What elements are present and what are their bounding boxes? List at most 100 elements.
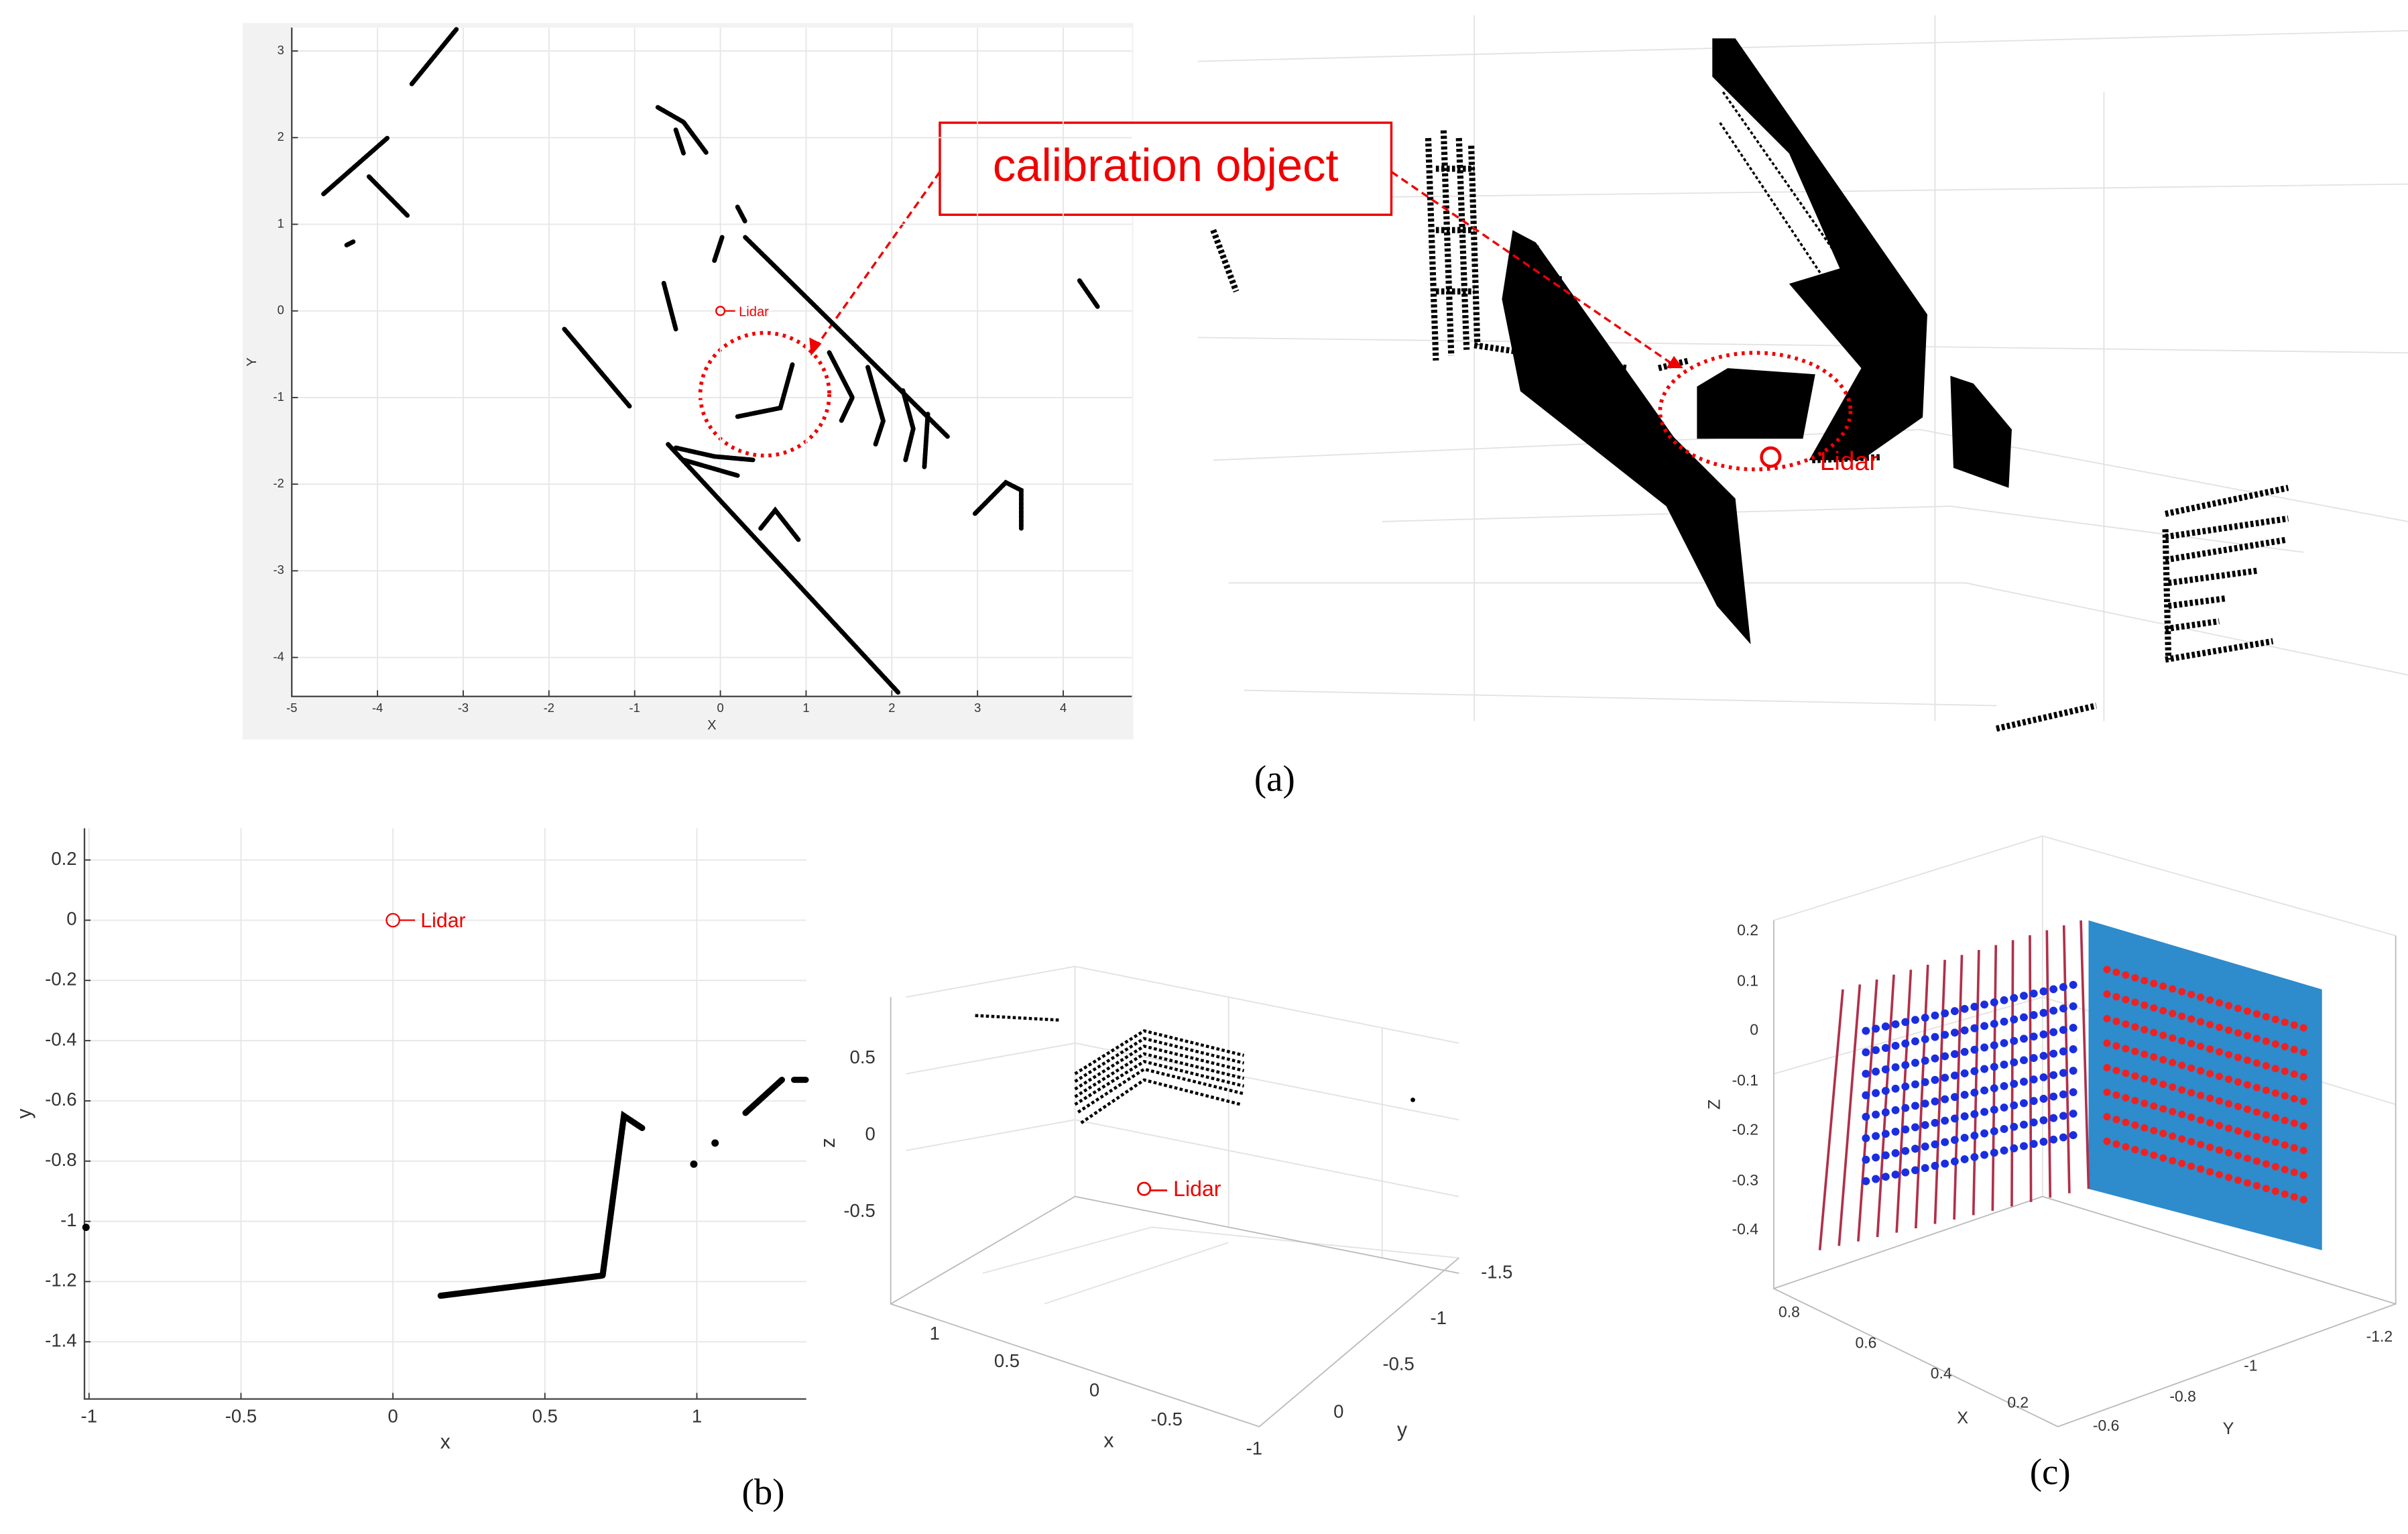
point bbox=[1950, 1157, 1959, 1166]
lidar-marker bbox=[1760, 446, 1782, 468]
point bbox=[2020, 1099, 2028, 1108]
point bbox=[1862, 1177, 1870, 1185]
point bbox=[2029, 1011, 2038, 1019]
point bbox=[2010, 994, 2019, 1002]
point bbox=[2243, 1056, 2251, 1064]
point bbox=[2069, 1045, 2078, 1053]
point bbox=[2252, 1035, 2261, 1043]
point bbox=[2178, 1037, 2186, 1045]
point bbox=[1960, 1155, 1969, 1164]
point bbox=[2049, 1049, 2058, 1058]
point bbox=[2000, 1103, 2008, 1112]
point-cloud-segment bbox=[366, 174, 410, 219]
x-tick-label: 0.4 bbox=[1931, 1364, 1952, 1382]
point bbox=[1970, 1110, 1979, 1118]
point bbox=[2234, 1053, 2242, 1061]
point bbox=[2281, 1092, 2289, 1100]
point-cloud-segment bbox=[673, 445, 756, 463]
point bbox=[2020, 1142, 2028, 1150]
point bbox=[1911, 1166, 1919, 1175]
point bbox=[2069, 1002, 2078, 1010]
point bbox=[2252, 1182, 2261, 1190]
y-tick-label: -1 bbox=[2244, 1357, 2257, 1374]
point bbox=[2216, 1097, 2224, 1105]
point bbox=[2299, 1171, 2307, 1179]
point bbox=[2299, 1049, 2307, 1057]
y-tick-label: -0.2 bbox=[45, 969, 76, 990]
point bbox=[2159, 1080, 2167, 1088]
lidar-label: Lidar bbox=[1820, 447, 1878, 476]
point bbox=[2262, 1111, 2270, 1119]
point bbox=[2243, 1106, 2251, 1114]
point bbox=[2187, 1163, 2195, 1171]
point bbox=[1921, 1100, 1929, 1108]
y-tick-label: -1.2 bbox=[45, 1270, 76, 1291]
y-tick-label: 0.2 bbox=[51, 848, 76, 869]
point bbox=[1941, 1095, 1949, 1104]
y-tick-label: -0.8 bbox=[45, 1149, 76, 1170]
y-axis-label: Y bbox=[2223, 1419, 2234, 1438]
point bbox=[2020, 1056, 2028, 1065]
point bbox=[2103, 965, 2111, 973]
point bbox=[2000, 1125, 2008, 1133]
point-cloud-segment bbox=[900, 388, 916, 463]
point bbox=[1970, 1045, 1979, 1054]
z-axis-label: Z bbox=[1705, 1100, 1724, 1110]
point bbox=[2262, 1160, 2270, 1168]
point bbox=[2178, 1086, 2186, 1094]
point bbox=[2039, 1094, 2048, 1103]
point bbox=[2029, 1075, 2038, 1084]
point bbox=[1881, 1173, 1890, 1181]
point-cloud-segment bbox=[742, 1076, 785, 1116]
point bbox=[2169, 1034, 2177, 1042]
point bbox=[2029, 1140, 2038, 1148]
point-cloud-segment bbox=[827, 350, 855, 424]
point bbox=[2131, 1121, 2139, 1129]
point bbox=[1990, 1063, 1998, 1071]
point bbox=[2049, 1028, 2058, 1037]
point bbox=[2281, 1190, 2289, 1198]
point bbox=[1872, 1110, 1880, 1119]
point bbox=[690, 1160, 698, 1168]
y-tick-label: -3 bbox=[274, 563, 284, 577]
point-cloud-segment bbox=[673, 127, 686, 156]
point bbox=[2049, 1006, 2058, 1015]
point bbox=[1960, 1047, 1969, 1056]
point bbox=[711, 1139, 719, 1147]
x-tick-label: 3 bbox=[974, 701, 981, 715]
point bbox=[1941, 1052, 1949, 1061]
point bbox=[2010, 1101, 2019, 1110]
point bbox=[1921, 1057, 1929, 1065]
point bbox=[2122, 1045, 2130, 1053]
point bbox=[2197, 1018, 2205, 1026]
point bbox=[2187, 1064, 2195, 1072]
y-tick-label: -0.8 bbox=[2169, 1387, 2195, 1405]
point bbox=[1990, 1106, 1998, 1114]
x-tick-label: 1 bbox=[930, 1323, 940, 1344]
point bbox=[1950, 1136, 1959, 1144]
point bbox=[2290, 1119, 2298, 1127]
point bbox=[1921, 1142, 1929, 1151]
point bbox=[2299, 1195, 2307, 1203]
y-tick-label: 2 bbox=[278, 129, 284, 143]
point bbox=[2169, 1010, 2177, 1018]
point bbox=[2141, 1075, 2149, 1083]
grid-3d bbox=[1197, 15, 2408, 721]
point bbox=[2131, 1096, 2139, 1104]
point bbox=[1891, 1063, 1900, 1071]
point bbox=[2000, 1017, 2008, 1026]
point bbox=[2271, 1187, 2279, 1195]
point bbox=[1921, 1035, 1929, 1043]
point bbox=[2290, 1193, 2298, 1201]
point-cloud-segment bbox=[865, 365, 886, 447]
point bbox=[1911, 1102, 1919, 1110]
point bbox=[1980, 1043, 1989, 1052]
point bbox=[2103, 990, 2111, 998]
point bbox=[2252, 1059, 2261, 1067]
z-tick-label: 0 bbox=[1750, 1021, 1758, 1039]
point bbox=[2252, 1157, 2261, 1165]
point bbox=[2290, 1168, 2298, 1176]
z-tick-label: -0.3 bbox=[1732, 1171, 1758, 1189]
point bbox=[1872, 1046, 1880, 1055]
x-axis-label: x bbox=[1103, 1430, 1113, 1452]
